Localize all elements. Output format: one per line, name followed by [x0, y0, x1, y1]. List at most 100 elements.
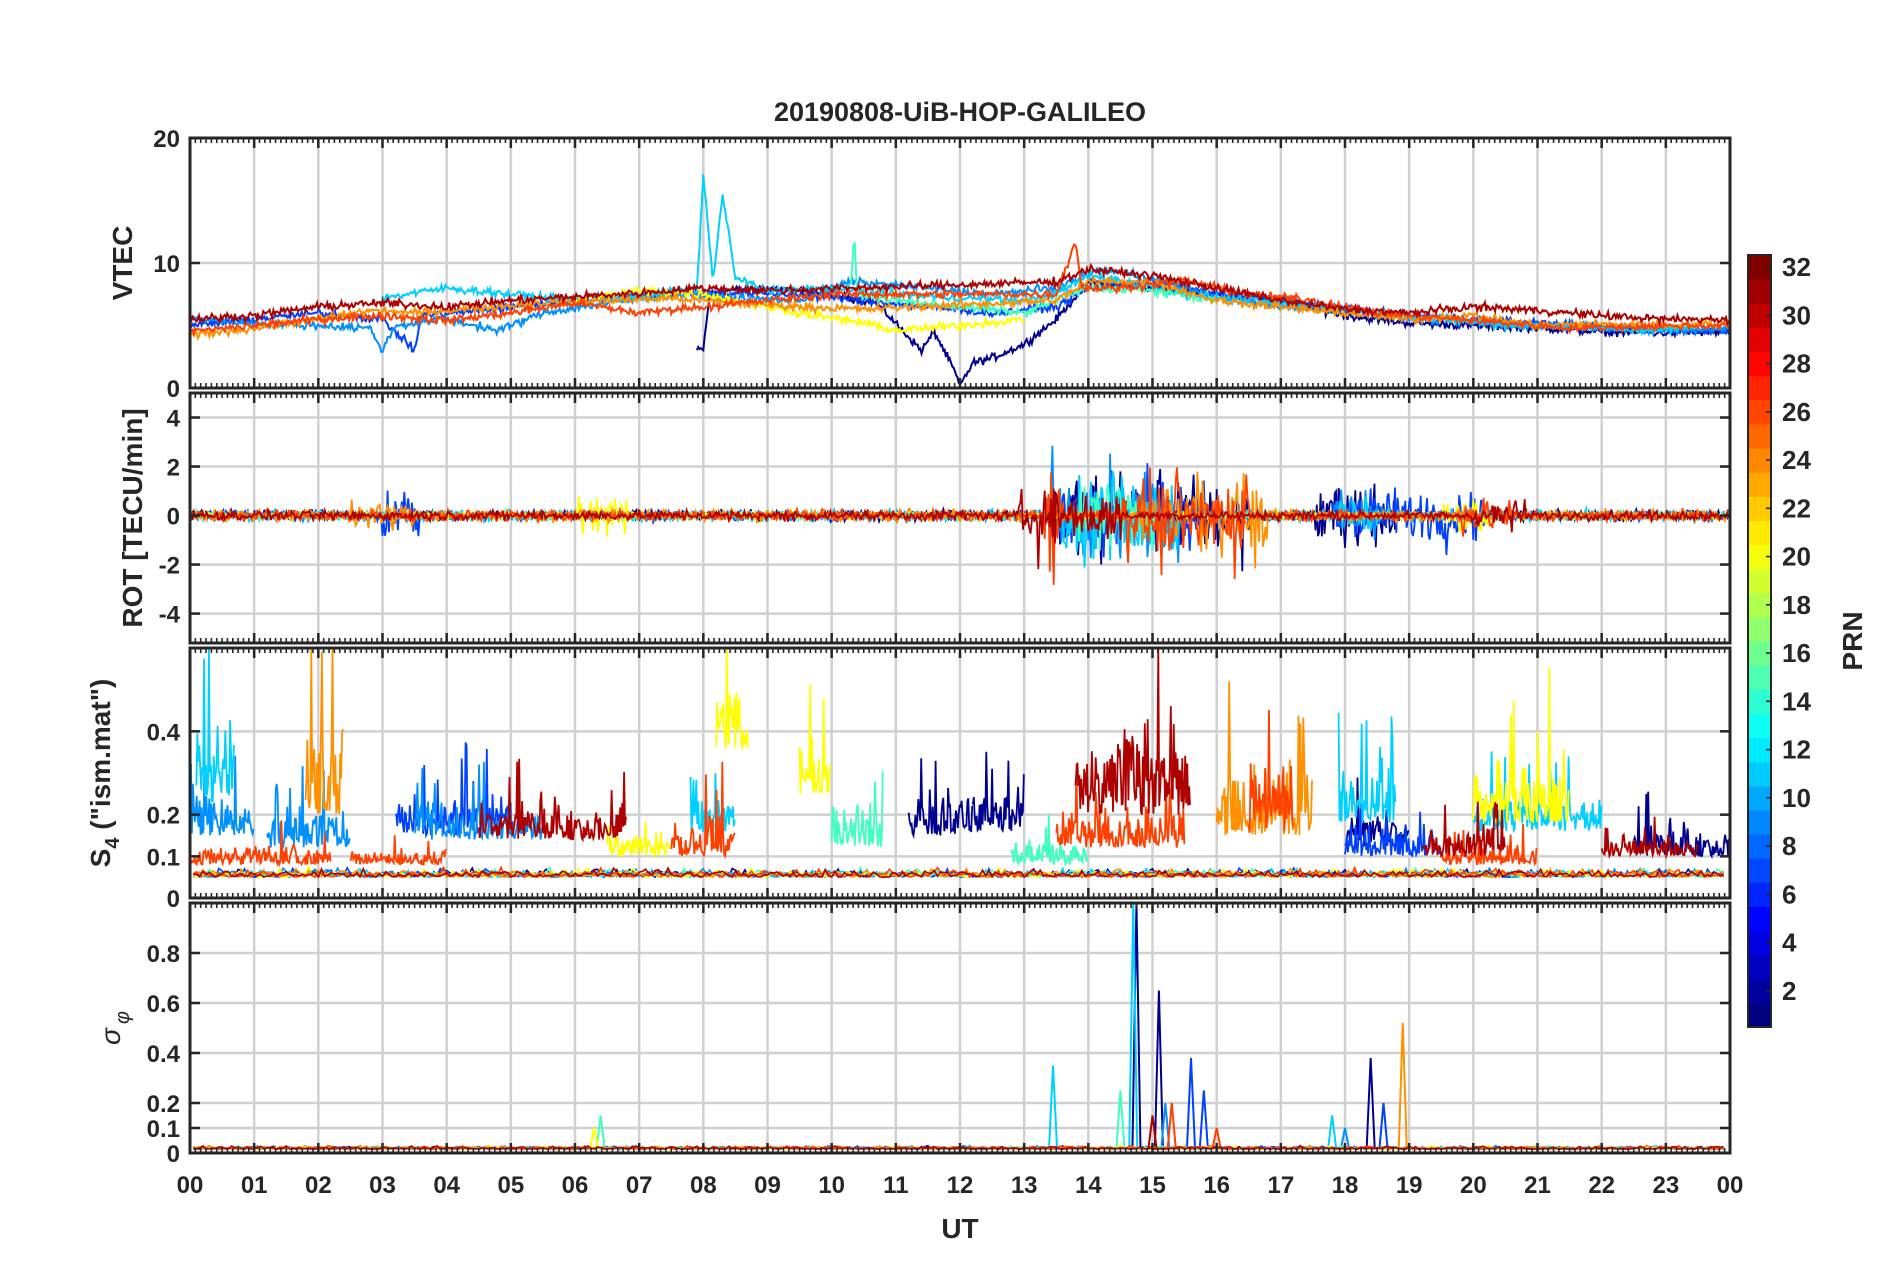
sigma-spike-prn-2	[1365, 1057, 1376, 1149]
sigma-spike-prn-27	[1166, 1102, 1177, 1149]
s4-line-prn-2	[907, 758, 974, 840]
y-tick-label: 0.6	[147, 991, 180, 1018]
s4-line-prn-9	[413, 762, 544, 841]
x-tick-label: 23	[1652, 1172, 1679, 1199]
colorbar-bands	[1748, 255, 1771, 1028]
y-tick-label: 0.4	[147, 1041, 181, 1068]
sigma-spike-prn-9	[1340, 1127, 1350, 1149]
s4-line-prn-24	[1215, 681, 1313, 836]
x-tick-label: 10	[818, 1172, 845, 1199]
vtec-line-prn-12	[381, 174, 1699, 338]
sigma-spike-prn-5	[1186, 1057, 1196, 1149]
y-tick-label: 0	[167, 1141, 180, 1168]
y-tick-label: 0.2	[147, 803, 180, 830]
colorbar-tick-label: 18	[1782, 590, 1811, 620]
sigma-spike-prn-2	[1153, 990, 1164, 1149]
ylabel-s4-rest: ("ism.mat")	[85, 679, 116, 838]
x-tick-label: 18	[1332, 1172, 1359, 1199]
sigma-spike-prn-12	[1048, 1065, 1059, 1149]
ylabel-sigma-sub: φ	[112, 1011, 134, 1024]
x-tick-label: 14	[1075, 1172, 1102, 1199]
colorbar-band	[1748, 448, 1771, 473]
colorbar-tick-label: 22	[1782, 493, 1811, 523]
s4-line-prn-2	[971, 751, 1025, 834]
colorbar-band	[1748, 761, 1771, 787]
sigma-spike-prn-12	[1128, 903, 1139, 1149]
ylabel-rot: ROT [TECU/min]	[117, 408, 148, 627]
x-tick-label: 22	[1588, 1172, 1615, 1199]
s4-line-prn-5	[1344, 802, 1442, 859]
sigma-spike-prn-27	[1211, 1127, 1222, 1149]
colorbar-tick-label: 24	[1782, 445, 1811, 475]
ylabel-s4-sub: 4	[102, 837, 124, 849]
s4-line-prn-27	[349, 835, 447, 867]
s4-baseline-prn-31	[192, 866, 1725, 879]
colorbar-tick-label: 30	[1782, 300, 1811, 330]
sigma-spike-prn-31	[1147, 1115, 1158, 1149]
sigma-spike-prn-2	[1131, 903, 1142, 1149]
s4-line-prn-9	[190, 755, 255, 838]
x-tick-label: 03	[369, 1172, 396, 1199]
s4-line-prn-20	[1472, 667, 1570, 823]
s4-line-prn-20	[606, 821, 671, 858]
y-tick-label: 10	[153, 251, 180, 278]
vtec-line-prn-20	[574, 284, 1025, 335]
frame-layer	[188, 136, 1732, 1155]
y-tick-label: 0	[167, 376, 180, 403]
x-tick-label: 02	[305, 1172, 332, 1199]
y-tick-label: -4	[159, 602, 181, 629]
colorbar-tick-label: 4	[1782, 928, 1797, 958]
colorbar-tick-label: 16	[1782, 638, 1811, 668]
s4-line-prn-27	[1247, 709, 1294, 833]
x-tick-label: 06	[562, 1172, 589, 1199]
sigma-spike-prn-9	[1160, 1102, 1171, 1149]
s4-baseline-prn-24	[192, 867, 1725, 879]
colorbar-band	[1748, 785, 1771, 811]
s4-line-prn-31	[1600, 816, 1698, 860]
colorbar-band	[1748, 882, 1771, 907]
colorbar-band	[1748, 906, 1771, 932]
sigma-spike-prn-5	[1378, 1102, 1389, 1149]
panel-frame-rot	[188, 391, 1732, 645]
colorbar-band	[1748, 978, 1771, 1004]
colorbar-tick-label: 28	[1782, 349, 1811, 379]
colorbar-band	[1748, 327, 1771, 353]
y-tick-label: 0.1	[147, 844, 180, 871]
colorbar-band	[1748, 858, 1771, 883]
vtec-line-prn-31	[190, 262, 1730, 327]
x-tick-label: 13	[1011, 1172, 1038, 1199]
colorbar-tick-label: 32	[1782, 252, 1811, 282]
colorbar-tick-label: 10	[1782, 783, 1811, 813]
x-tick-label: 07	[626, 1172, 653, 1199]
colorbar-frame	[1747, 254, 1772, 1028]
x-tick-label: 19	[1396, 1172, 1423, 1199]
vtec-line-prn-27	[190, 243, 1730, 338]
colorbar-band	[1748, 303, 1771, 328]
s4-line-prn-27	[670, 761, 736, 859]
sigma-spike-prn-16	[595, 1115, 606, 1149]
colorbar-tick-label: 12	[1782, 735, 1811, 765]
x-tick-label: 11	[883, 1172, 908, 1199]
y-tick-label: 0	[167, 504, 180, 531]
colorbar-band	[1748, 1002, 1771, 1028]
colorbar-band	[1748, 834, 1771, 859]
panel-frame-vtec	[188, 136, 1732, 390]
colorbar-tick-label: 14	[1782, 686, 1811, 716]
y-tick-label: 0.1	[147, 1116, 180, 1143]
colorbar-band	[1748, 255, 1771, 280]
colorbar-tick-label: 8	[1782, 831, 1796, 861]
x-tick-label: 17	[1267, 1172, 1294, 1199]
x-tick-label: 08	[690, 1172, 717, 1199]
ylabel-s4-main: S	[85, 849, 116, 868]
colorbar-band	[1748, 713, 1771, 739]
y-tick-label: 0.8	[147, 941, 180, 968]
x-tick-labels: 00 01 02 03 04 05 06 07 08 09 10 11 12 13 14 15 16 17 18 19…	[177, 1172, 1744, 1199]
ylabel-sigma-main: σ	[95, 1027, 126, 1045]
x-axis-label: UT	[941, 1213, 978, 1244]
panel-frame-sigma	[188, 901, 1732, 1155]
colorbar-label: PRN	[1837, 611, 1868, 670]
